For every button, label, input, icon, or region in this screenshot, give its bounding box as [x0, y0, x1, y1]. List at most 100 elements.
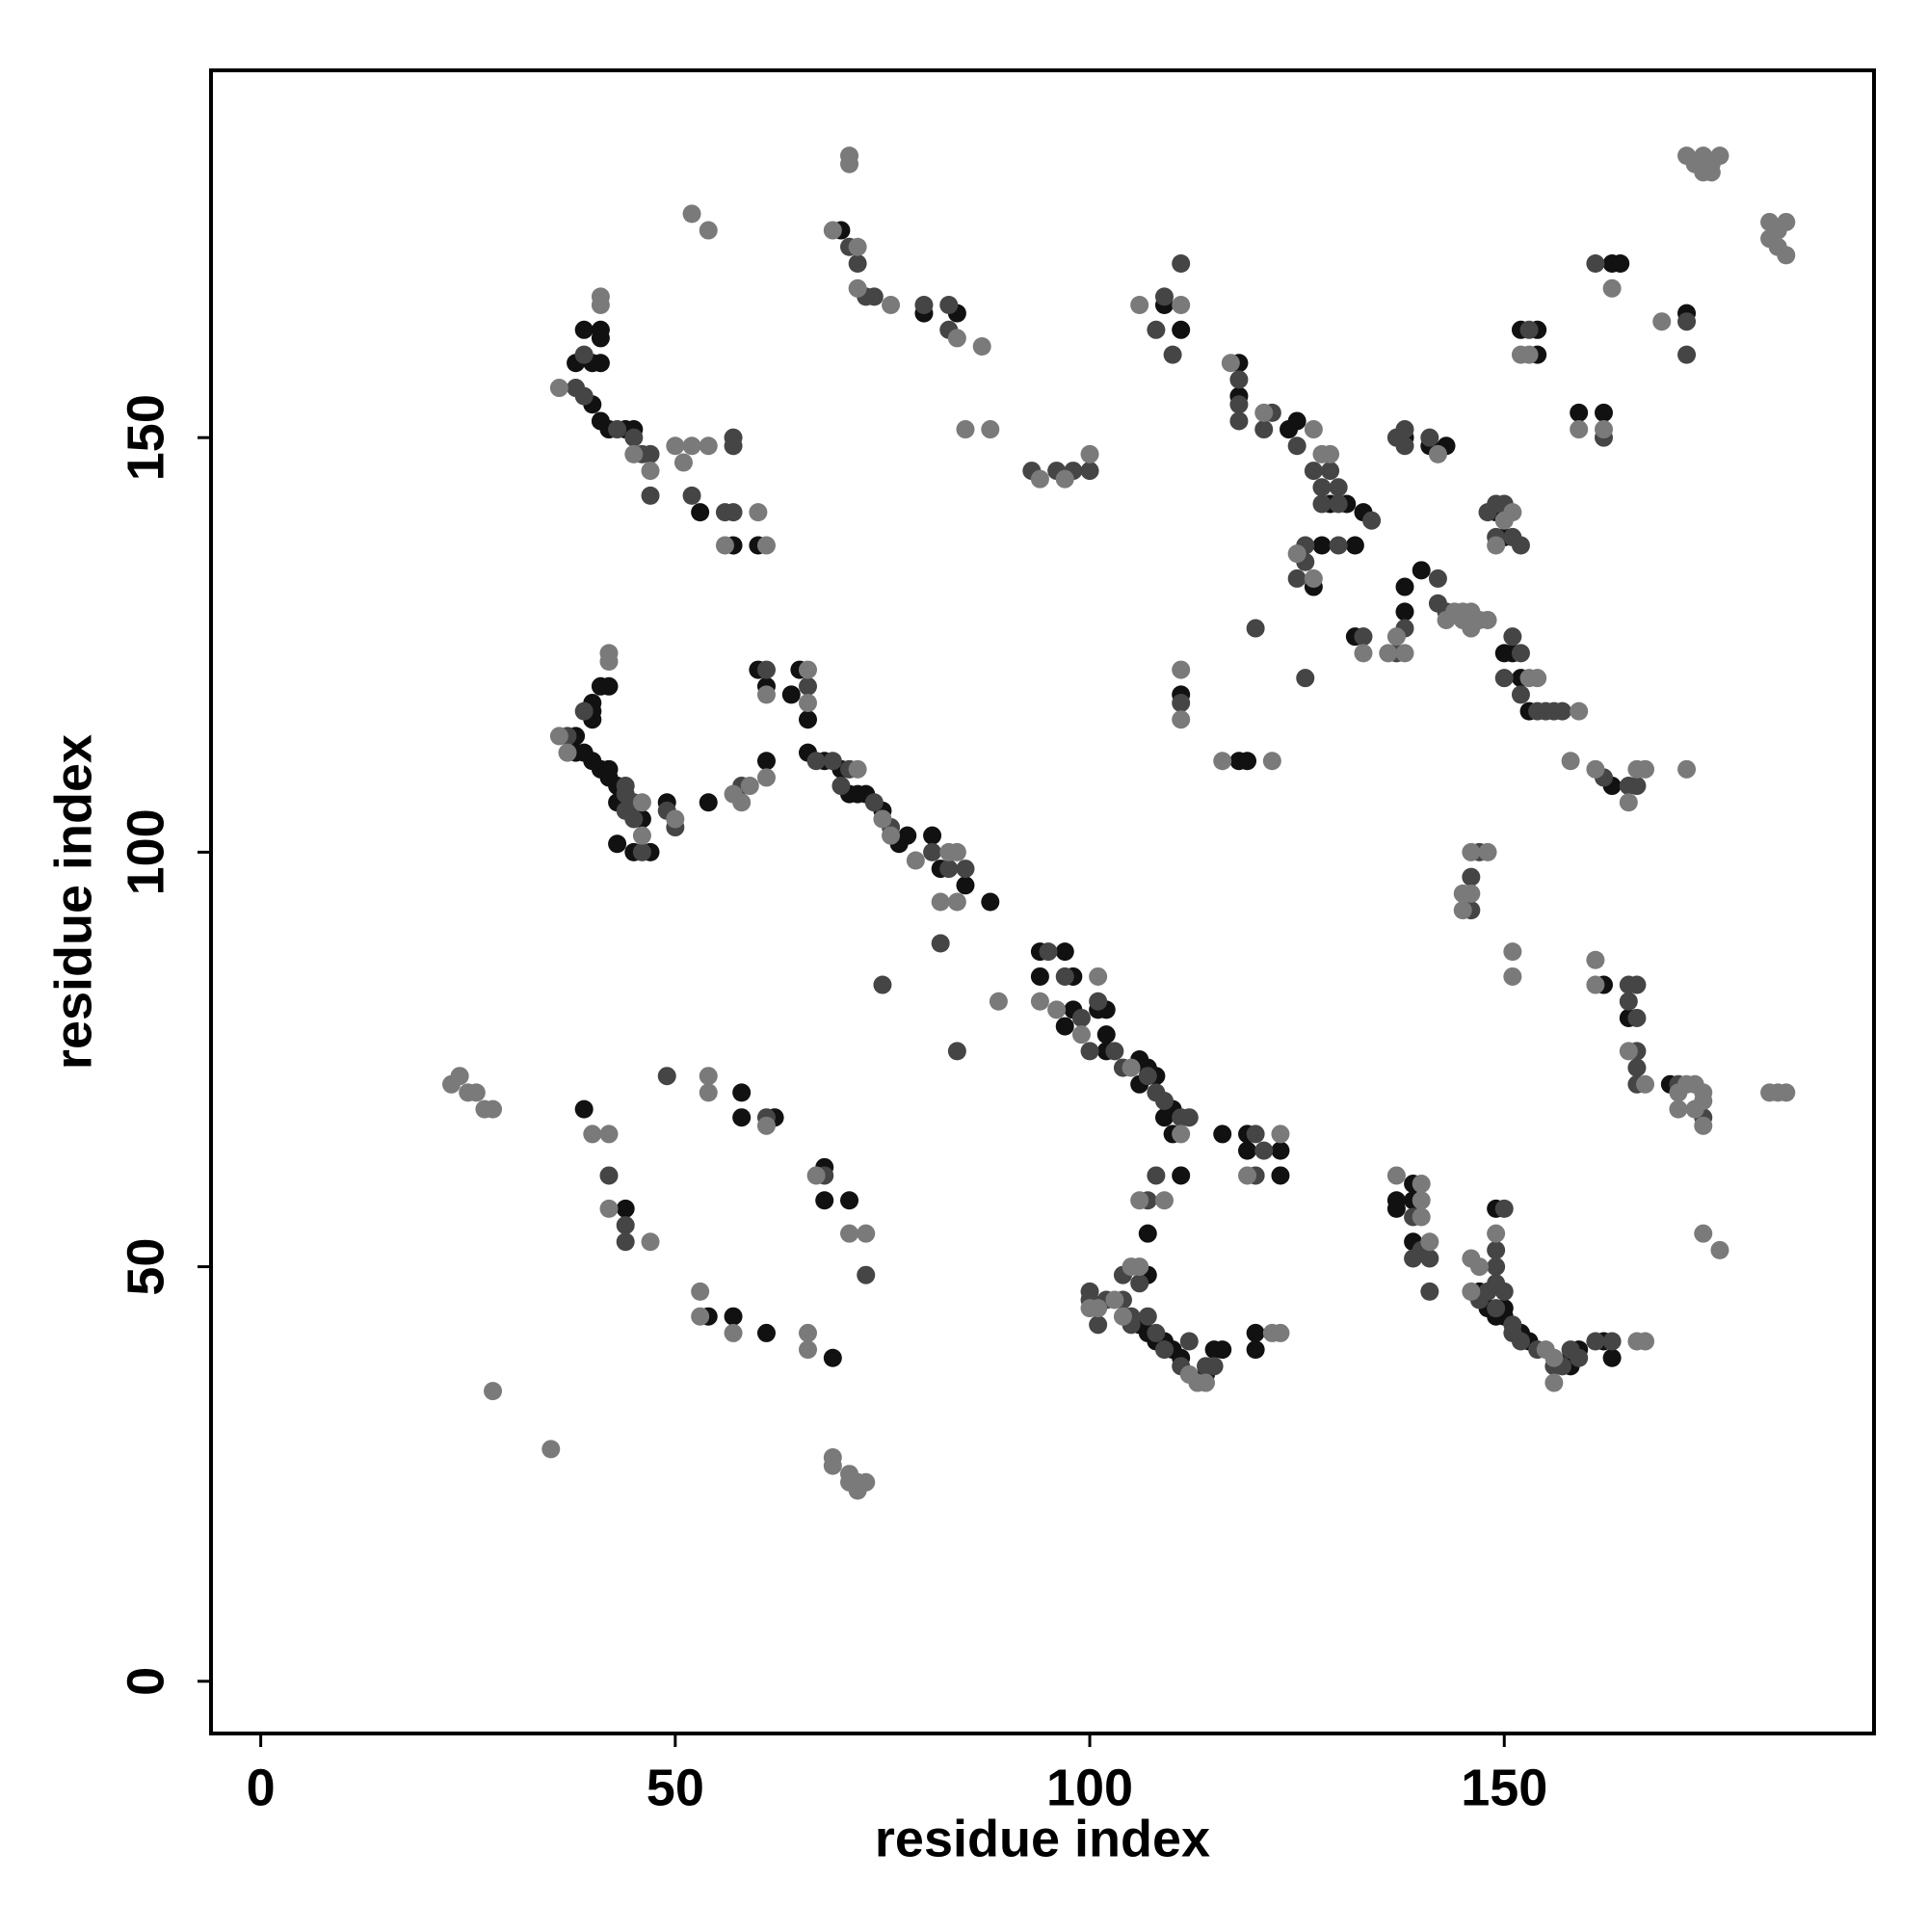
point: [882, 826, 901, 845]
point: [1321, 444, 1340, 463]
point: [1462, 884, 1481, 903]
point: [923, 842, 942, 861]
point: [1304, 462, 1323, 481]
point: [599, 1125, 619, 1144]
point: [1386, 1199, 1406, 1218]
point: [574, 345, 594, 364]
point: [823, 221, 842, 240]
point: [1039, 942, 1058, 962]
point: [549, 379, 568, 398]
point: [1544, 1348, 1564, 1367]
point: [832, 777, 851, 796]
point: [1055, 966, 1074, 986]
point: [608, 834, 627, 854]
point: [1386, 1166, 1406, 1185]
point: [632, 842, 651, 861]
point: [756, 685, 776, 704]
point: [840, 154, 859, 173]
point: [682, 437, 701, 456]
point: [1777, 246, 1796, 265]
point: [1163, 345, 1182, 364]
point: [1494, 1282, 1514, 1301]
point: [1172, 253, 1191, 273]
point: [1627, 975, 1647, 994]
point: [1113, 1307, 1132, 1326]
point: [583, 1125, 602, 1144]
point: [1154, 1340, 1174, 1360]
point: [1172, 693, 1191, 712]
point: [1487, 1257, 1506, 1277]
point: [848, 253, 867, 273]
point: [989, 992, 1008, 1011]
x-tick-label: 150: [1461, 1759, 1547, 1816]
point: [864, 287, 884, 306]
point: [1204, 1357, 1224, 1376]
point: [1586, 975, 1605, 994]
point: [632, 826, 651, 845]
point: [823, 1456, 842, 1475]
point: [756, 752, 776, 771]
point: [1595, 420, 1614, 439]
point: [1213, 752, 1232, 771]
point: [756, 768, 776, 787]
point: [799, 1340, 818, 1360]
point: [699, 1083, 718, 1102]
point: [864, 793, 884, 812]
point: [1130, 1257, 1149, 1277]
point: [1570, 403, 1589, 422]
point: [857, 1265, 876, 1284]
point: [574, 320, 594, 339]
point: [732, 1083, 752, 1102]
point: [1096, 1025, 1116, 1045]
point: [1552, 701, 1571, 721]
point: [749, 503, 768, 522]
x-tick-label: 100: [1046, 1759, 1133, 1816]
point: [1619, 1042, 1638, 1061]
point: [1519, 320, 1539, 339]
point: [484, 1099, 503, 1119]
point: [1287, 569, 1307, 588]
point: [1229, 370, 1249, 389]
point: [1246, 1323, 1265, 1342]
point: [1229, 411, 1249, 431]
point: [541, 1440, 561, 1459]
point: [1528, 669, 1547, 688]
x-tick-label: 50: [647, 1759, 704, 1816]
point: [1080, 1042, 1099, 1061]
point: [1420, 1232, 1439, 1252]
point: [1345, 536, 1364, 555]
point: [1478, 610, 1497, 629]
point: [466, 1083, 486, 1102]
point: [1271, 1166, 1290, 1185]
point: [574, 1099, 594, 1119]
point: [641, 444, 660, 463]
point: [1412, 1207, 1431, 1227]
point: [756, 536, 776, 555]
point: [599, 1166, 619, 1185]
point: [1777, 212, 1796, 231]
point: [1412, 1175, 1431, 1194]
point: [673, 453, 693, 472]
point: [931, 892, 950, 912]
point: [799, 676, 818, 696]
point: [1487, 536, 1506, 555]
point: [1503, 503, 1522, 522]
point: [1586, 950, 1605, 969]
point: [848, 1481, 867, 1500]
point: [715, 536, 734, 555]
point: [756, 1323, 776, 1342]
point: [781, 685, 801, 704]
point: [1030, 469, 1049, 489]
point: [1221, 354, 1240, 373]
point: [1154, 1092, 1174, 1111]
point: [599, 1199, 619, 1218]
point: [1030, 992, 1049, 1011]
point: [1420, 1282, 1439, 1301]
point: [1586, 1332, 1605, 1351]
point: [574, 386, 594, 406]
point: [1254, 1141, 1274, 1160]
point: [1179, 1332, 1199, 1351]
point: [799, 1323, 818, 1342]
point: [956, 876, 975, 895]
